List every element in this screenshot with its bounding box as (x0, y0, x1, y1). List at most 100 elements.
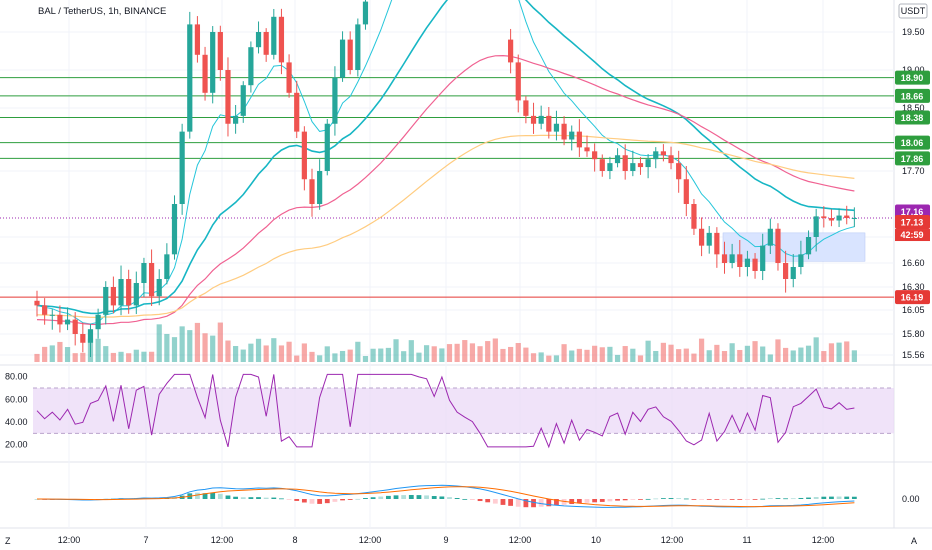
candle-body (80, 334, 86, 343)
volume-bar (446, 344, 453, 362)
volume-bar (821, 351, 827, 362)
volume-bar (332, 353, 338, 362)
macd-histogram-bar (630, 499, 636, 500)
macd-histogram-bar (263, 497, 269, 499)
candle-body (660, 151, 666, 156)
rsi-pane: 80.00 60.00 40.00 20.00 (5, 372, 894, 450)
candle-body (240, 85, 246, 116)
volume-bar (767, 354, 773, 362)
horizontal-levels (0, 77, 894, 298)
volume-bar (148, 351, 155, 362)
candle-body (286, 62, 292, 93)
volume-bar (622, 346, 628, 362)
volume-bar (813, 337, 819, 362)
candle-body (278, 16, 285, 63)
macd-histogram-bar (531, 499, 536, 508)
volume-bar (423, 345, 430, 362)
price-tick-label: 17.70 (902, 166, 925, 176)
volume-bar (469, 343, 476, 362)
level-tag-bg (895, 151, 930, 166)
level-tag: 18.90 (901, 73, 924, 83)
price-tags: 18.90 18.66 18.38 18.06 17.86 16.19 17.1617.13… (895, 70, 930, 305)
volume-bar (737, 349, 743, 362)
macd-histogram-bar (447, 497, 452, 499)
candle-body (49, 314, 55, 316)
volume-bar (798, 347, 804, 362)
macd-histogram-bar (729, 499, 735, 500)
macd-histogram-bar (638, 499, 643, 500)
volume-bar (714, 344, 720, 362)
volume-bar (828, 343, 835, 362)
volume-bar (805, 345, 812, 362)
macd-histogram-bar (225, 495, 231, 499)
candle-body (202, 54, 208, 93)
volume-bar (225, 340, 231, 362)
macd-histogram-bar (752, 499, 758, 500)
macd-histogram-bar (668, 498, 674, 499)
price-tick-label: 15.56 (902, 350, 925, 360)
time-tick-label: 10 (591, 535, 601, 545)
candle-body (752, 258, 758, 271)
candle-body (515, 62, 521, 101)
volume-bar (660, 342, 666, 362)
candle-body (332, 77, 338, 124)
macd-histogram-bar (676, 498, 682, 499)
countdown-label: 42:59 (900, 230, 923, 240)
macd-histogram-bar (286, 499, 292, 500)
candle-body (637, 163, 644, 168)
volume-bar (553, 355, 560, 362)
volume-bar (492, 338, 498, 362)
candle-body (683, 179, 689, 204)
volume-bar (255, 338, 262, 362)
candle-body (553, 123, 560, 132)
macd-histogram-bar (706, 499, 712, 500)
candle-body (217, 32, 223, 70)
volume-bar (592, 345, 598, 362)
candle-body (508, 39, 514, 63)
macd-histogram-bar (660, 498, 666, 499)
ema-mid-line (36, 0, 855, 315)
candle-body (821, 216, 827, 219)
candle-body (622, 155, 628, 171)
candle-body (538, 115, 544, 124)
volume-bar (324, 346, 330, 362)
volume-bar (156, 324, 162, 362)
rsi-tick-label: 80.00 (5, 372, 28, 382)
candle-body (561, 123, 567, 140)
macd-histogram-bar (470, 499, 475, 500)
candle-body (64, 319, 71, 325)
volume-bar (752, 341, 758, 362)
volume-bar (477, 346, 483, 362)
candle-body (233, 115, 239, 124)
volume-bar (599, 347, 605, 362)
volume-bar (278, 345, 285, 362)
price-tick-label: 19.00 (902, 65, 925, 75)
candle-body (255, 32, 262, 48)
volume-bar (416, 352, 422, 362)
candle-body (118, 279, 124, 306)
volume-bar (569, 350, 575, 362)
candle-body (72, 319, 78, 334)
macd-histogram-bar (699, 499, 704, 500)
macd-histogram-bar (569, 499, 575, 505)
volume-bar (355, 341, 361, 362)
macd-histogram-bar (477, 499, 483, 502)
volume-bar (309, 351, 315, 362)
volume-bar (385, 347, 391, 362)
candle-body (599, 159, 605, 171)
volume-bar (698, 338, 705, 362)
macd-histogram-bar (722, 499, 727, 500)
candle-body (271, 16, 277, 55)
candle-body (783, 263, 789, 279)
volume-bar (49, 345, 55, 362)
candle-body (294, 92, 300, 132)
candle-body (836, 215, 842, 221)
rsi-tick-label: 40.00 (5, 417, 28, 427)
candle-body (714, 232, 720, 255)
macd-histogram-bar (279, 498, 284, 500)
macd-histogram-bar (599, 499, 605, 502)
volume-bar (339, 350, 346, 362)
macd-histogram-bar (737, 499, 743, 500)
macd-histogram-bar (592, 499, 598, 503)
